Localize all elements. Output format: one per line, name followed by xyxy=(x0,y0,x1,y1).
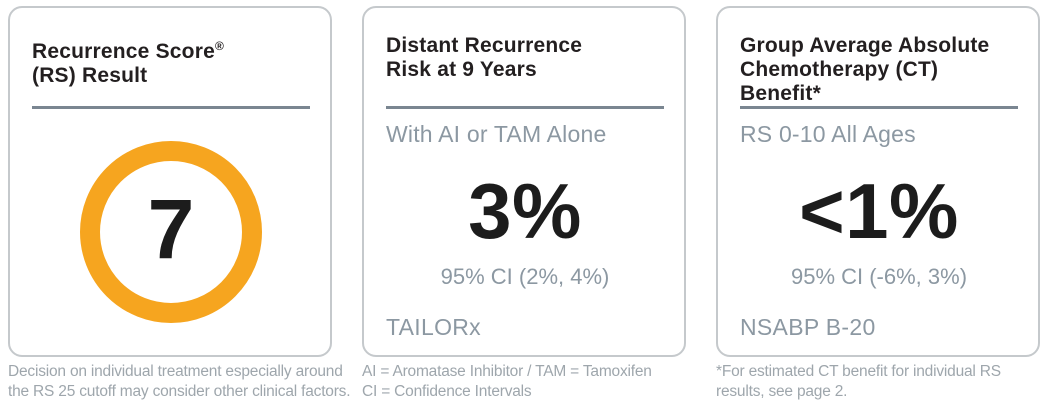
rs-footnote-line2: the RS 25 cutoff may consider other clin… xyxy=(8,383,351,400)
recurrence-risk-value: 3% xyxy=(468,167,582,255)
recurrence-risk-footnote: AI = Aromatase Inhibitor / TAM = Tamoxif… xyxy=(362,362,686,402)
rs-title-line1: Recurrence Score® xyxy=(32,39,225,63)
ct-benefit-title: Group Average Absolute Chemotherapy (CT)… xyxy=(740,34,1018,106)
risk-title-line1: Distant Recurrence xyxy=(386,34,583,57)
ct-title-line3: Benefit* xyxy=(740,82,821,105)
recurrence-risk-subtitle: With AI or TAM Alone xyxy=(386,121,607,147)
rs-result-column: Recurrence Score® (RS) Result 7 Decision… xyxy=(8,6,351,402)
rs-result-title: Recurrence Score® (RS) Result xyxy=(32,34,310,106)
ct-footnote-line1: *For estimated CT benefit for individual… xyxy=(716,363,1001,380)
ct-benefit-confidence-interval: 95% CI (-6%, 3%) xyxy=(790,264,968,289)
recurrence-risk-title: Distant Recurrence Risk at 9 Years xyxy=(386,34,664,106)
ct-benefit-subtitle: RS 0-10 All Ages xyxy=(740,121,916,147)
recurrence-risk-card: Distant Recurrence Risk at 9 Years With … xyxy=(362,6,686,357)
ct-footnote-line2: results, see page 2. xyxy=(716,383,848,400)
ct-benefit-footnote: *For estimated CT benefit for individual… xyxy=(716,362,1040,402)
rs-title-line2: (RS) Result xyxy=(32,64,148,87)
risk-footnote-line2: CI = Confidence Intervals xyxy=(362,383,532,400)
ct-benefit-column: Group Average Absolute Chemotherapy (CT)… xyxy=(716,6,1040,402)
recurrence-risk-study-name: TAILORx xyxy=(386,314,481,340)
rs-result-card: Recurrence Score® (RS) Result 7 xyxy=(8,6,332,357)
ct-title-line2: Chemotherapy (CT) xyxy=(740,58,939,81)
recurrence-risk-divider xyxy=(386,106,664,109)
report-results-section: Recurrence Score® (RS) Result 7 Decision… xyxy=(8,6,1040,402)
rs-footnote-line1: Decision on individual treatment especia… xyxy=(8,363,343,380)
risk-footnote-line1: AI = Aromatase Inhibitor / TAM = Tamoxif… xyxy=(362,363,652,380)
score-value: 7 xyxy=(147,182,195,276)
risk-title-line2: Risk at 9 Years xyxy=(386,58,537,81)
ct-benefit-study-name: NSABP B-20 xyxy=(740,314,876,340)
recurrence-risk-confidence-interval: 95% CI (2%, 4%) xyxy=(440,264,610,289)
ct-benefit-card: Group Average Absolute Chemotherapy (CT)… xyxy=(716,6,1040,357)
registered-trademark-symbol: ® xyxy=(214,39,225,53)
ct-benefit-value: <1% xyxy=(799,167,959,255)
ct-benefit-divider xyxy=(740,106,1018,109)
rs-footnote: Decision on individual treatment especia… xyxy=(8,362,351,402)
recurrence-risk-column: Distant Recurrence Risk at 9 Years With … xyxy=(362,6,686,402)
rs-card-divider xyxy=(32,106,310,109)
score-circle: 7 xyxy=(80,141,262,323)
ct-title-line1: Group Average Absolute xyxy=(740,34,990,57)
